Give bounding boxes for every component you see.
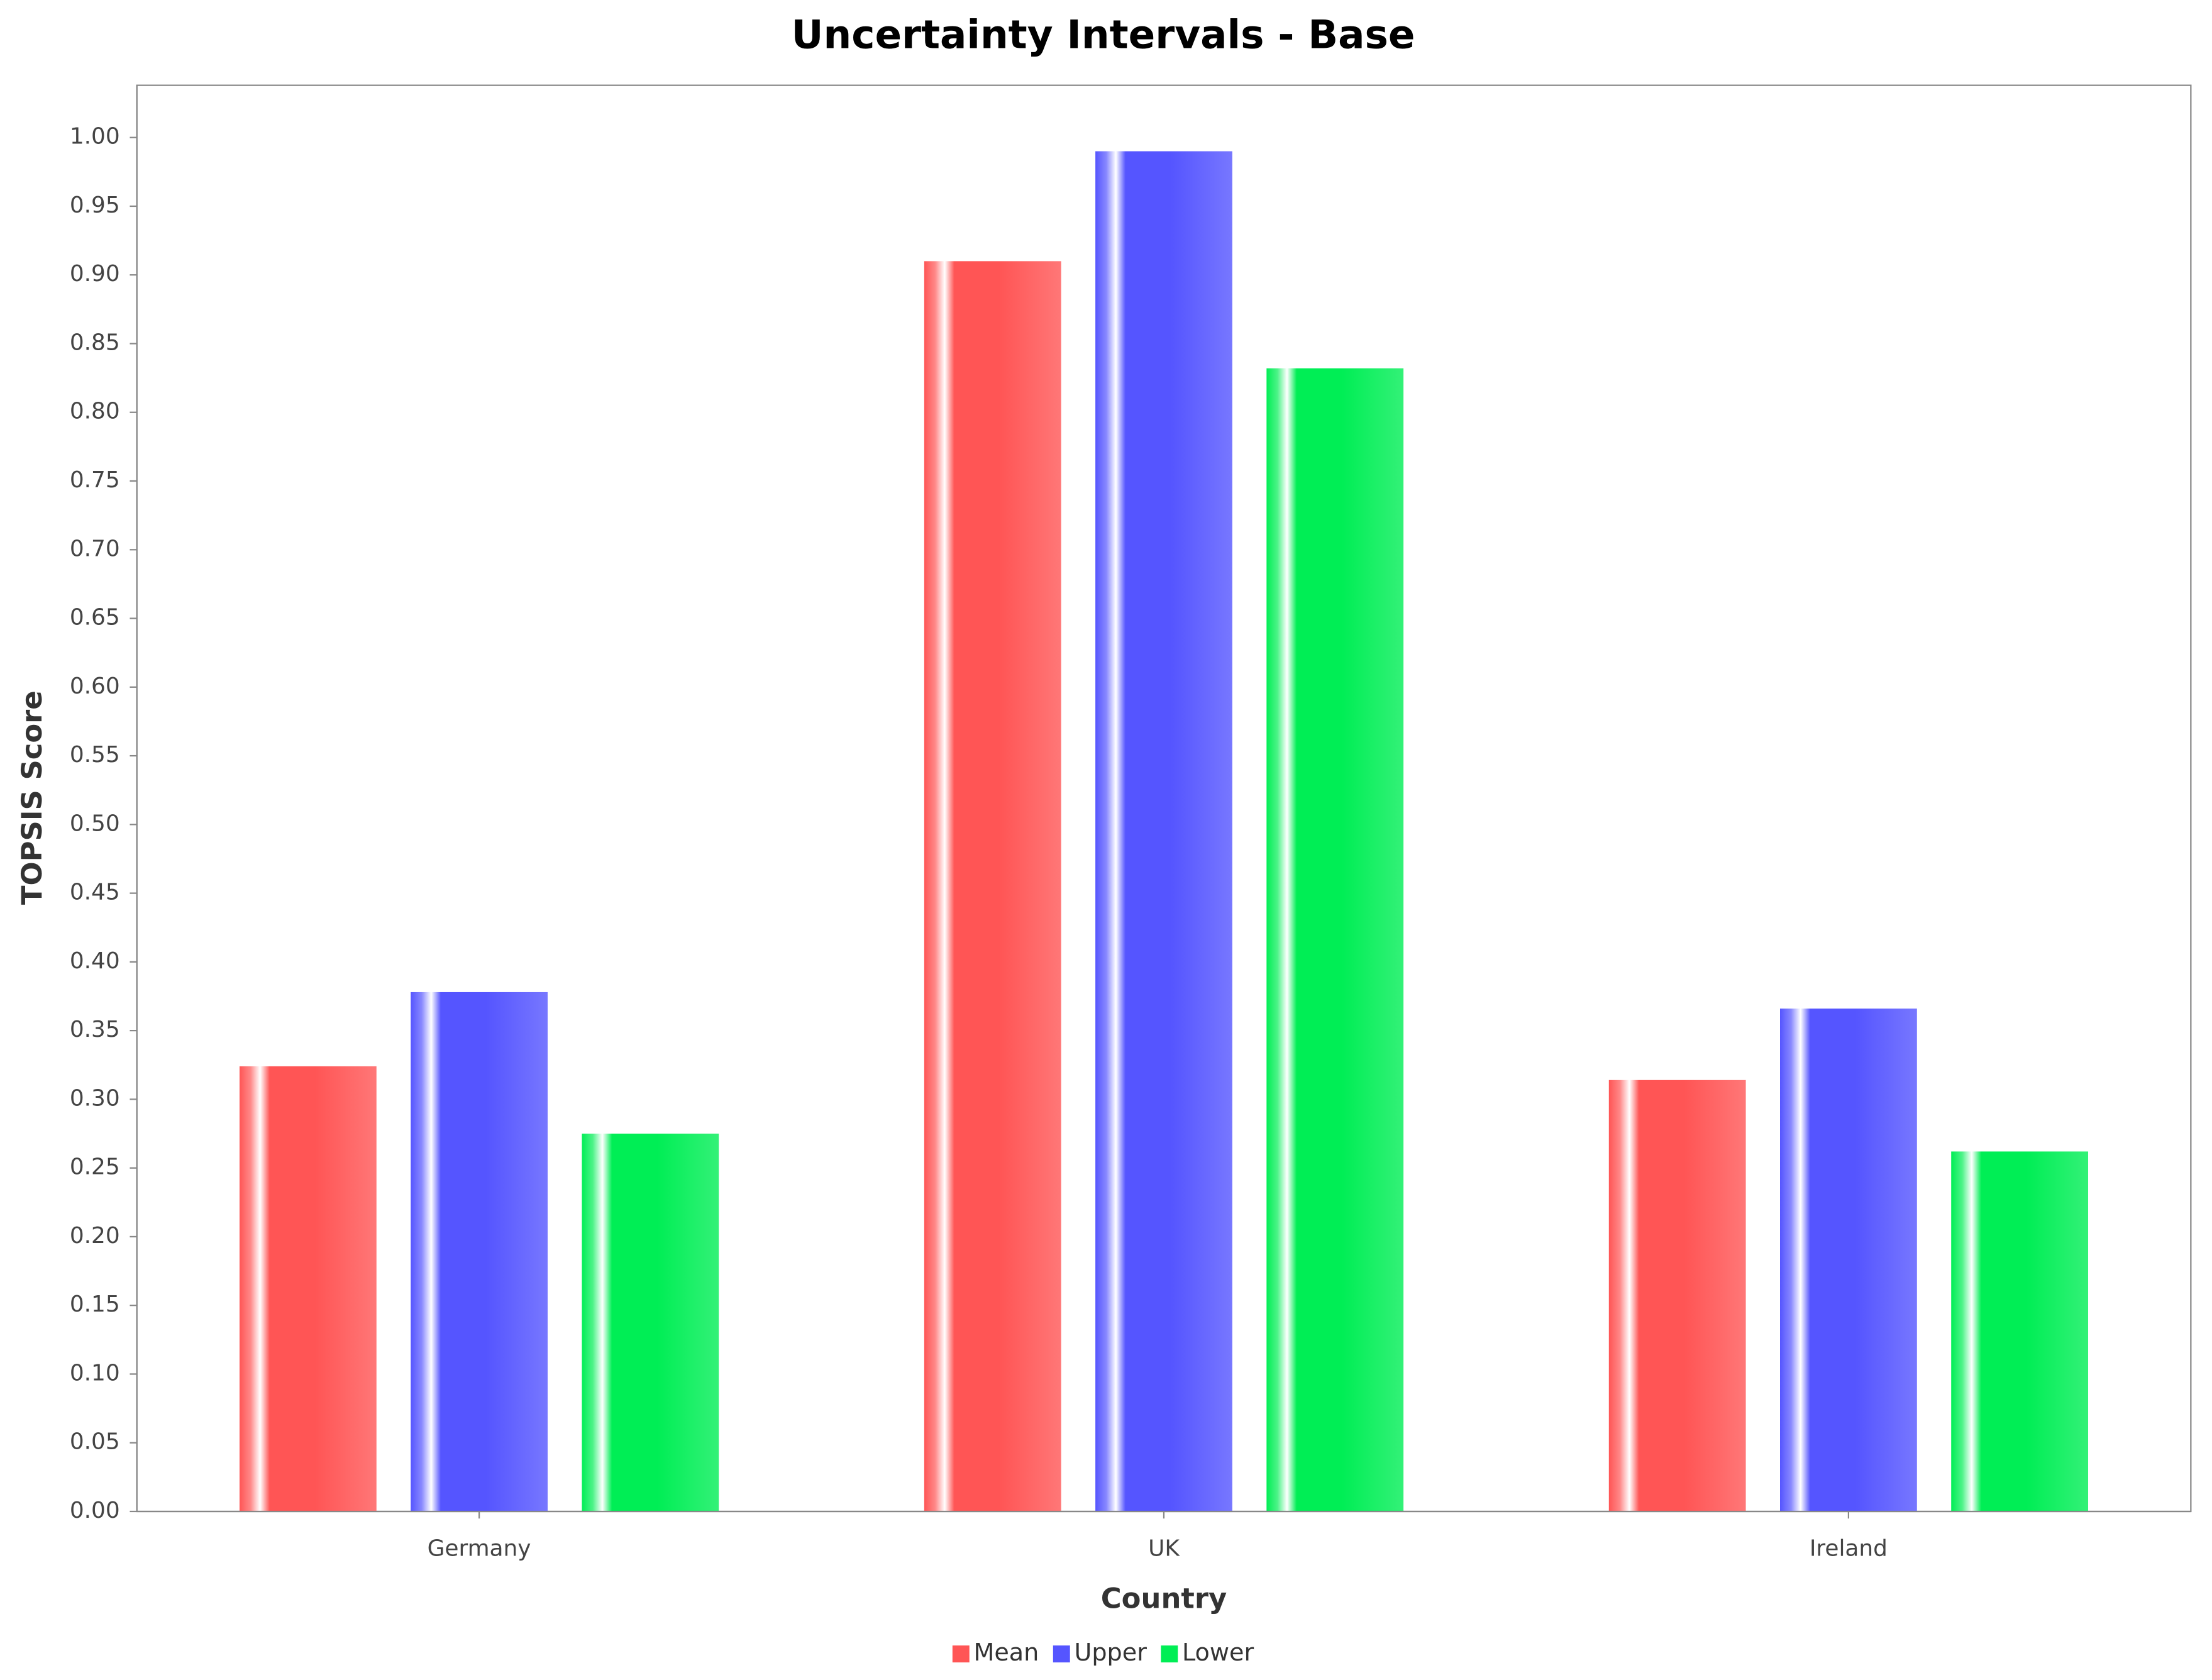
y-tick-label: 0.60 <box>70 673 120 699</box>
y-tick-label: 1.00 <box>70 124 120 150</box>
y-tick-label: 0.95 <box>70 192 120 218</box>
y-tick-label: 0.15 <box>70 1291 120 1317</box>
y-tick-label: 0.10 <box>70 1360 120 1386</box>
bar <box>411 992 548 1511</box>
y-tick-label: 0.80 <box>70 399 120 424</box>
bar <box>1608 1080 1746 1511</box>
legend-label: Upper <box>1074 1639 1147 1666</box>
y-tick-label: 0.90 <box>70 261 120 287</box>
y-tick-label: 0.70 <box>70 536 120 561</box>
y-tick-label: 0.20 <box>70 1223 120 1249</box>
legend-swatch <box>1161 1645 1178 1663</box>
bar <box>1780 1009 1917 1511</box>
legend-swatch <box>952 1645 970 1663</box>
legend-label: Lower <box>1182 1639 1254 1666</box>
bar <box>582 1134 719 1511</box>
y-tick-label: 0.50 <box>70 810 120 836</box>
x-tick-label: UK <box>1148 1536 1180 1562</box>
y-tick-label: 0.35 <box>70 1017 120 1042</box>
bar <box>1095 151 1232 1511</box>
y-tick-label: 0.75 <box>70 467 120 493</box>
legend: Mean Upper Lower <box>952 1639 1254 1666</box>
bar <box>1951 1151 2089 1511</box>
legend-label: Mean <box>973 1639 1039 1666</box>
y-tick-label: 0.40 <box>70 948 120 974</box>
bar <box>239 1066 377 1511</box>
x-tick-label: Ireland <box>1810 1536 1888 1562</box>
bar <box>1266 368 1404 1511</box>
chart-title: Uncertainty Intervals - Base <box>791 11 1415 57</box>
bar <box>924 261 1061 1511</box>
y-tick-label: 0.25 <box>70 1154 120 1180</box>
y-tick-label: 0.30 <box>70 1085 120 1111</box>
y-tick-label: 0.85 <box>70 329 120 355</box>
x-tick-label: Germany <box>428 1536 531 1562</box>
x-axis-title: Country <box>1101 1581 1227 1615</box>
y-tick-label: 0.45 <box>70 880 120 905</box>
legend-swatch <box>1053 1645 1070 1663</box>
y-tick-label: 0.00 <box>70 1498 120 1523</box>
y-tick-label: 0.65 <box>70 605 120 631</box>
y-tick-label: 0.05 <box>70 1429 120 1455</box>
y-tick-label: 0.55 <box>70 742 120 768</box>
y-axis-title: TOPSIS Score <box>15 690 48 905</box>
